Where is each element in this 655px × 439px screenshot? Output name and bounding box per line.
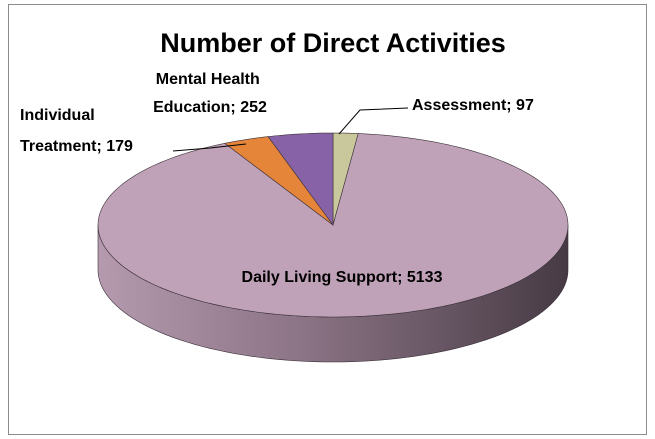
data-label: Assessment; 97: [412, 97, 534, 114]
chart-title: Number of Direct Activities: [160, 28, 506, 58]
data-label: Mental Health Education; 252: [153, 71, 267, 116]
leader-line: [338, 107, 409, 135]
data-label: Daily Living Support; 5133: [242, 269, 443, 286]
leader-lines: [172, 107, 409, 152]
pie-slice: [267, 132, 334, 226]
pie-slice: [224, 136, 334, 226]
leader-line: [172, 143, 247, 152]
data-label: Individual Treatment; 179: [20, 107, 133, 155]
